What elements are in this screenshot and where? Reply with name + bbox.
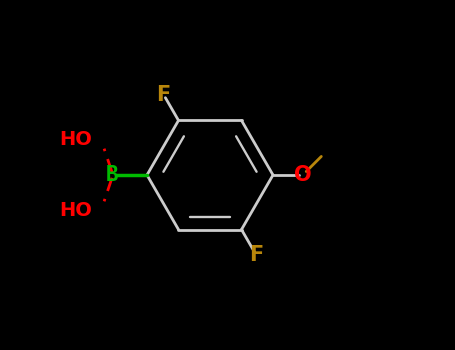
Text: B: B — [106, 165, 118, 185]
Text: F: F — [157, 85, 171, 105]
Text: HO: HO — [59, 131, 92, 149]
Text: F: F — [249, 245, 263, 265]
Text: HO: HO — [59, 201, 92, 219]
Text: O: O — [294, 165, 312, 185]
